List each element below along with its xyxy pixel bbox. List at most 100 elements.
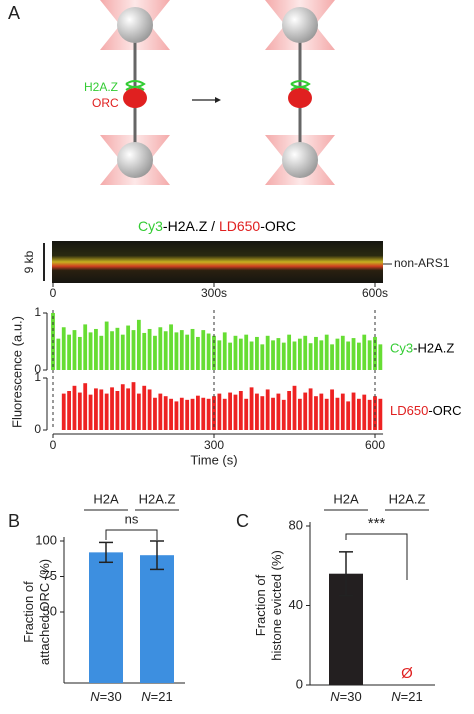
label-part: LD650 — [390, 403, 428, 418]
y-tick-label: 1 — [34, 370, 41, 384]
bar — [340, 393, 345, 430]
bar — [335, 338, 340, 370]
panel-label: A — [8, 3, 20, 23]
bar — [83, 324, 88, 370]
bar — [136, 393, 141, 430]
bar — [255, 393, 259, 430]
title-part: LD650 — [219, 218, 260, 234]
bar — [142, 332, 147, 370]
bar — [244, 334, 249, 370]
n-label: N=30 — [330, 689, 361, 704]
bar — [163, 331, 168, 370]
bar — [330, 389, 334, 430]
x-tick-label: 600s — [362, 286, 388, 300]
label-part: Cy3 — [390, 341, 413, 356]
bar — [281, 342, 286, 370]
series-label: LD650-ORC — [390, 403, 462, 418]
bar — [120, 334, 125, 370]
y-tick-label: 1 — [34, 305, 41, 319]
bar — [131, 382, 136, 430]
y-tick-label: 50 — [43, 603, 57, 618]
bar — [362, 394, 367, 430]
bar — [126, 325, 131, 370]
title-part: Cy3 — [138, 218, 163, 234]
bar — [120, 384, 125, 430]
bar — [346, 401, 351, 430]
x-axis-label: Time (s) — [190, 452, 237, 467]
annotation: Ø — [401, 665, 413, 682]
bar — [297, 398, 302, 430]
n-symbol: N — [391, 689, 401, 704]
bar — [72, 385, 77, 430]
bar — [228, 392, 232, 430]
n-label: N=30 — [90, 689, 121, 704]
bar — [319, 340, 324, 370]
bar — [255, 336, 259, 370]
bar — [104, 321, 109, 370]
bar — [174, 401, 179, 430]
bar — [357, 342, 361, 370]
bar — [147, 328, 152, 370]
bar — [276, 338, 281, 370]
n-symbol: N — [90, 689, 100, 704]
bar — [179, 397, 184, 430]
bar — [297, 338, 302, 370]
bar — [265, 389, 270, 430]
n-symbol: N — [330, 689, 340, 704]
bracket — [105, 529, 158, 540]
bar — [314, 336, 318, 370]
panel-label: B — [8, 511, 20, 531]
bar — [77, 336, 82, 370]
y-tick-label: 40 — [289, 597, 303, 612]
bar — [88, 332, 93, 370]
category-label: H2A.Z — [389, 491, 426, 506]
bar — [276, 393, 281, 430]
bar — [292, 341, 297, 370]
category-label: H2A — [333, 491, 359, 506]
bar — [185, 399, 190, 430]
bar — [206, 398, 211, 430]
bar — [83, 383, 88, 430]
n-count: =30 — [100, 689, 122, 704]
x-tick-label: 300 — [204, 438, 224, 452]
bar — [357, 398, 361, 430]
n-symbol: N — [141, 689, 151, 704]
bar — [99, 335, 104, 370]
bar — [249, 387, 254, 430]
bar — [142, 385, 147, 430]
n-label: N=21 — [141, 689, 172, 704]
bar — [185, 334, 190, 370]
bar — [292, 385, 297, 430]
bar — [110, 387, 114, 430]
bar — [201, 330, 206, 370]
y-tick-label: 0 — [34, 362, 41, 376]
y-axis-label: Fluorescence (a.u.) — [9, 316, 24, 428]
bar — [190, 398, 195, 430]
y-axis-label: Fraction ofattached ORC (%) — [21, 559, 52, 665]
bar — [287, 391, 292, 430]
category-label: H2A.Z — [139, 491, 176, 506]
bar — [378, 398, 383, 430]
significance: *** — [368, 515, 386, 532]
label-line: Fraction of — [253, 574, 268, 636]
bar — [287, 334, 292, 370]
bar — [238, 338, 243, 370]
bar — [158, 327, 163, 370]
bar — [169, 324, 173, 370]
dumbbell-diagram — [100, 0, 337, 187]
bracket — [345, 533, 408, 580]
bar — [367, 399, 372, 430]
diagram-label: ORC — [92, 96, 119, 110]
bar — [249, 341, 254, 370]
bar — [222, 332, 227, 370]
bar — [169, 398, 173, 430]
bar — [308, 388, 313, 430]
bar — [99, 389, 104, 430]
label-part: -H2A.Z — [413, 341, 454, 356]
bar — [153, 397, 157, 430]
bar — [271, 397, 275, 430]
y-tick-label: 0 — [34, 422, 41, 436]
series-label: Cy3-H2A.Z — [390, 341, 454, 356]
bar — [228, 342, 232, 370]
